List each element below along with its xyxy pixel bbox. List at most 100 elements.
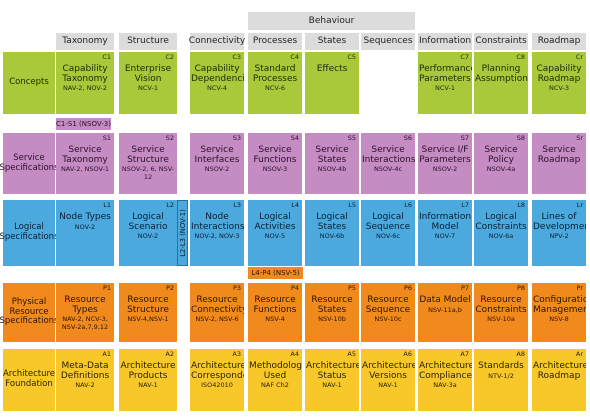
- view-cell[interactable]: P1 Resource Types NAV-2, NCV-3, NSV-2a,7,9…: [56, 283, 114, 342]
- view-cell[interactable]: P8 Resource Constraints NSV-10a: [474, 283, 528, 342]
- view-code: P5: [347, 284, 356, 292]
- view-body: Service Policy NSOV-4a: [475, 145, 527, 174]
- view-reference: NCV-1: [138, 84, 158, 93]
- view-reference: NSV-2, NSV-6: [195, 315, 239, 324]
- view-title: Resource Types: [64, 295, 106, 315]
- view-title: Service Policy: [484, 145, 518, 165]
- view-reference: NSV-10c: [374, 315, 402, 324]
- view-cell[interactable]: A5 Architecture Status NAV-1: [305, 349, 359, 411]
- view-body: Architecture Compliance NAV-3a: [419, 361, 472, 390]
- view-code: C3: [232, 53, 241, 61]
- view-title: Resource Structure: [127, 295, 169, 315]
- view-title: Methodology Used: [249, 361, 302, 381]
- view-code: C7: [460, 53, 469, 61]
- view-code: L7: [461, 201, 469, 209]
- view-code: Sr: [576, 134, 583, 142]
- view-cell[interactable]: P2 Resource Structure NSV-4,NSV-1: [119, 283, 177, 342]
- view-cell[interactable]: S8 Service Policy NSOV-4a: [474, 133, 528, 194]
- view-cell[interactable]: Cr Capability Roadmap NCV-3: [532, 52, 586, 114]
- view-cell[interactable]: S3 Service Interfaces NSOV-2: [190, 133, 244, 194]
- column-header: Roadmap: [532, 33, 586, 50]
- view-cell[interactable]: C1 Capability Taxonomy NAV-2, NOV-2: [56, 52, 114, 114]
- view-cell[interactable]: A4 Methodology Used NAF Ch2: [248, 349, 302, 411]
- view-cell[interactable]: S5 Service States NSOV-4b: [305, 133, 359, 194]
- view-reference: NAV-2, NSOV-1: [60, 165, 110, 174]
- view-body: Data Model NSV-11a,b: [419, 295, 471, 314]
- view-cell[interactable]: L6 Logical Sequence NOV-6c: [361, 200, 415, 266]
- view-cell[interactable]: Lr Lines of DevelopmentNPV-2: [532, 200, 586, 266]
- view-code: S1: [102, 134, 111, 142]
- view-body: Logical Constraints NOV-6a: [475, 212, 527, 241]
- view-cell[interactable]: S7 Service I/F Parameters NSOV-2: [418, 133, 472, 194]
- view-cell[interactable]: A1 Meta-Data Definitions NAV-2: [56, 349, 114, 411]
- view-cell[interactable]: L7 Information Model NOV-7: [418, 200, 472, 266]
- view-code: Pr: [576, 284, 583, 292]
- view-body: Logical States NOV-6b: [306, 212, 358, 241]
- view-cell[interactable]: C3 Capability DependenciesNCV-4: [190, 52, 244, 114]
- view-body: Standard Processes NCV-6: [249, 64, 301, 93]
- view-code: L8: [517, 201, 525, 209]
- view-cell[interactable]: L8 Logical Constraints NOV-6a: [474, 200, 528, 266]
- view-cell[interactable]: P7 Data Model NSV-11a,b: [418, 283, 472, 342]
- view-body: Meta-Data Definitions NAV-2: [57, 361, 113, 390]
- view-cell[interactable]: A6 Architecture Versions NAV-1: [361, 349, 415, 411]
- column-header: Taxonomy: [56, 33, 114, 50]
- view-body: Logical Scenario NOV-2: [120, 212, 176, 241]
- view-cell[interactable]: C2 Enterprise Vision NCV-1: [119, 52, 177, 114]
- view-cell[interactable]: P5 Resource States NSV-10b: [305, 283, 359, 342]
- view-title: Architecture Versions: [362, 361, 415, 381]
- view-cell[interactable]: C7 Performance Parameters NCV-1: [418, 52, 472, 114]
- view-cell[interactable]: P4 Resource Functions NSV-4: [248, 283, 302, 342]
- view-cell[interactable]: Pr Configuration ManagementNSV-8: [532, 283, 586, 342]
- view-code: L6: [404, 201, 412, 209]
- view-body: Configuration ManagementNSV-8: [533, 295, 586, 324]
- view-reference: NAV-1: [378, 381, 398, 390]
- view-cell[interactable]: P6 Resource Sequence NSV-10c: [361, 283, 415, 342]
- view-cell[interactable]: L1 Node Types NOV-2: [56, 200, 114, 266]
- view-reference: NSOV-2, 6, NSV-12: [121, 165, 175, 181]
- view-code: L3: [233, 201, 241, 209]
- view-code: S6: [403, 134, 412, 142]
- view-title: Capability Dependencies: [191, 64, 244, 84]
- view-cell[interactable]: C5 Effects: [305, 52, 359, 114]
- view-title: Logical Constraints: [475, 212, 527, 232]
- view-reference: NSV-4,NSV-1: [127, 315, 169, 324]
- view-body: Resource Connectivity NSV-2, NSV-6: [191, 295, 244, 324]
- view-cell[interactable]: L4 Logical Activities NOV-5: [248, 200, 302, 266]
- view-body: Architecture Versions NAV-1: [362, 361, 415, 390]
- view-reference: NOV-2, NOV-3: [194, 232, 240, 241]
- column-header: Structure: [119, 33, 177, 50]
- view-title: Service Taxonomy: [62, 145, 108, 165]
- view-cell[interactable]: C4 Standard Processes NCV-6: [248, 52, 302, 114]
- view-cell[interactable]: C8 Planning Assumptions: [474, 52, 528, 114]
- view-body: Service Interactions NSOV-4c: [362, 145, 415, 174]
- view-cell[interactable]: S4 Service Functions NSOV-3: [248, 133, 302, 194]
- view-cell[interactable]: A2 Architecture Products NAV-1: [119, 349, 177, 411]
- view-title: Effects: [316, 64, 348, 74]
- view-code: S8: [516, 134, 525, 142]
- view-body: Capability Roadmap NCV-3: [533, 64, 585, 93]
- view-cell[interactable]: S2 Service Structure NSOV-2, 6, NSV-12: [119, 133, 177, 194]
- view-reference: NAV-2: [75, 381, 95, 390]
- view-title: Service Roadmap: [537, 145, 581, 165]
- view-cell[interactable]: A7 Architecture Compliance NAV-3a: [418, 349, 472, 411]
- view-body: Resource Functions NSV-4: [249, 295, 301, 324]
- view-body: Service Roadmap: [533, 145, 585, 165]
- view-body: Methodology Used NAF Ch2: [249, 361, 302, 390]
- view-body: Planning Assumptions: [475, 64, 528, 84]
- view-cell[interactable]: L5 Logical States NOV-6b: [305, 200, 359, 266]
- view-reference: NCV-1: [435, 84, 455, 93]
- view-title: Service I/F Parameters: [419, 145, 471, 165]
- view-cell[interactable]: S1 Service Taxonomy NAV-2, NSOV-1: [56, 133, 114, 194]
- view-cell[interactable]: L3 Node Interactions NOV-2, NOV-3: [190, 200, 244, 266]
- view-cell[interactable]: A3 Architecture CorrespondenceISO42010: [190, 349, 244, 411]
- view-body: Service States NSOV-4b: [306, 145, 358, 174]
- view-cell[interactable]: Ar Architecture Roadmap: [532, 349, 586, 411]
- row-label: Architecture Foundation: [3, 349, 55, 411]
- view-title: Resource Functions: [253, 295, 297, 315]
- view-cell[interactable]: P3 Resource Connectivity NSV-2, NSV-6: [190, 283, 244, 342]
- view-cell[interactable]: Sr Service Roadmap: [532, 133, 586, 194]
- view-cell[interactable]: L2 Logical Scenario NOV-2: [119, 200, 177, 266]
- view-cell[interactable]: A8 Standards NTV-1/2: [474, 349, 528, 411]
- view-cell[interactable]: S6 Service Interactions NSOV-4c: [361, 133, 415, 194]
